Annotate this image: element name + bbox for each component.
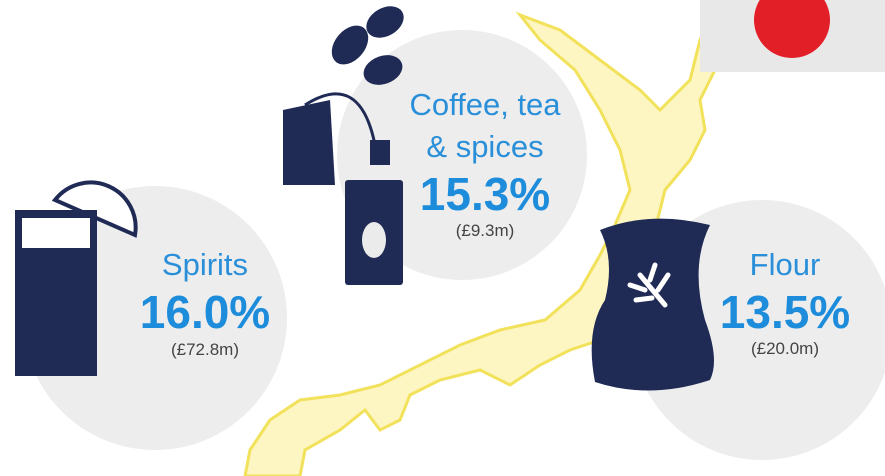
flag-circle [754, 0, 830, 58]
item-share: 13.5% [720, 286, 850, 338]
item-label: Spirits [162, 247, 248, 282]
item-share: 16.0% [140, 286, 270, 338]
flour-icon [591, 218, 714, 391]
item-amount: (£9.3m) [456, 221, 515, 240]
item-amount: (£72.8m) [171, 340, 239, 359]
item-amount: (£20.0m) [751, 339, 819, 358]
japan-map [243, 0, 783, 476]
item-label: Flour [750, 247, 821, 282]
item-label: Coffee, tea [409, 87, 561, 122]
item-label: & spices [426, 129, 543, 164]
spirits-icon [15, 180, 138, 376]
item-share: 15.3% [420, 168, 550, 220]
coffee-icon [283, 6, 404, 285]
